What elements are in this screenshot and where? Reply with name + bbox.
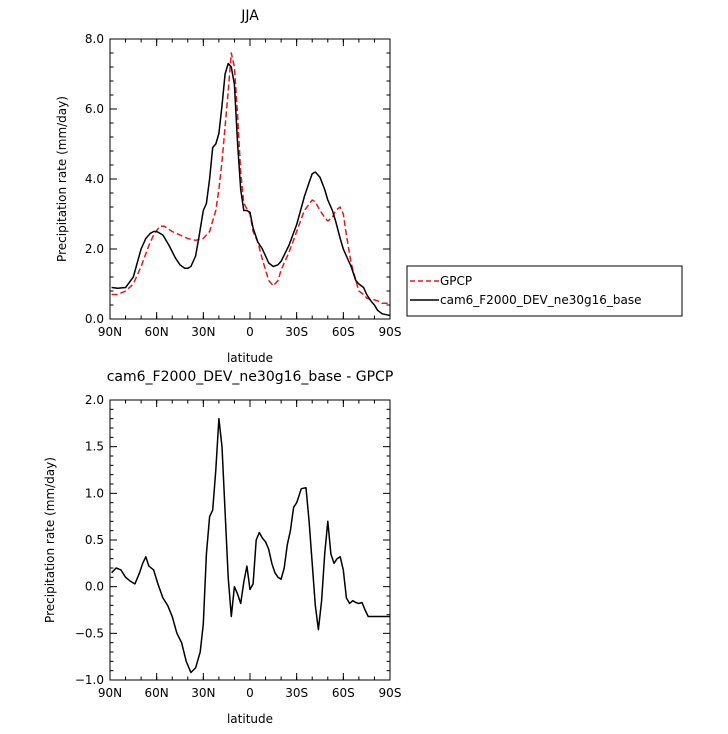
top-y-tick-label: 4.0	[85, 172, 104, 186]
bottom-y-tick-label: 0.5	[85, 533, 104, 547]
top-chart-title: JJA	[240, 8, 259, 24]
bottom-x-tick-label: 90N	[98, 686, 122, 700]
bottom-series	[111, 417, 390, 674]
top-chart: JJA 90N 60N 30N 0 30S 60S 90S 0.0 2.0 4.0 6.0 8.0 l…	[55, 8, 683, 365]
bottom-y-tick-label: 0.0	[85, 580, 104, 594]
bottom-x-tick-label: 30N	[191, 686, 215, 700]
top-plot-frame	[109, 38, 391, 320]
top-x-tick-label: 30S	[285, 325, 308, 339]
top-y-tick-label: 2.0	[85, 242, 104, 256]
bottom-series-line-0	[111, 417, 390, 674]
top-y-tick-label: 8.0	[85, 32, 104, 46]
legend-label-model: cam6_F2000_DEV_ne30g16_base	[440, 293, 642, 307]
top-x-tick-label: 90S	[379, 325, 402, 339]
bottom-chart-title: cam6_F2000_DEV_ne30g16_base - GPCP	[107, 369, 394, 385]
bottom-chart: cam6_F2000_DEV_ne30g16_base - GPCP 90N 60…	[43, 369, 401, 726]
top-y-axis-label: Precipitation rate (mm/day)	[55, 96, 69, 262]
bottom-x-tick-label: 60S	[332, 686, 355, 700]
bottom-y-tick-label: 2.0	[85, 393, 104, 407]
top-y-tick-label: 6.0	[85, 102, 104, 116]
bottom-x-tick-label: 30S	[285, 686, 308, 700]
top-series	[111, 52, 391, 317]
top-x-tick-label: 90N	[98, 325, 122, 339]
bottom-x-tick-label: 0	[246, 686, 254, 700]
bottom-x-tick-label: 90S	[379, 686, 402, 700]
bottom-y-axis-label: Precipitation rate (mm/day)	[43, 457, 57, 623]
bottom-plot-frame	[109, 399, 391, 681]
top-series-line-0	[111, 52, 391, 305]
bottom-y-tick-label: 1.0	[85, 486, 104, 500]
bottom-ticks: 90N 60N 30N 0 30S 60S 90S −1.0 −0.5 0.0 0.5 1.0 1.5 2…	[75, 393, 402, 700]
bottom-x-tick-label: 60N	[145, 686, 169, 700]
top-y-tick-label: 0.0	[85, 312, 104, 326]
bottom-y-tick-label: −0.5	[75, 626, 104, 640]
top-x-tick-label: 60N	[145, 325, 169, 339]
top-series-line-1	[111, 62, 391, 317]
top-x-tick-label: 0	[246, 325, 254, 339]
bottom-x-axis-label: latitude	[227, 712, 273, 726]
legend: GPCP cam6_F2000_DEV_ne30g16_base	[406, 265, 683, 317]
legend-label-gpcp: GPCP	[440, 274, 472, 288]
bottom-y-tick-label: −1.0	[75, 673, 104, 687]
top-x-axis-label: latitude	[227, 351, 273, 365]
bottom-y-tick-label: 1.5	[85, 440, 104, 454]
top-x-tick-label: 60S	[332, 325, 355, 339]
top-x-tick-label: 30N	[191, 325, 215, 339]
legend-box	[406, 265, 683, 317]
top-ticks: 90N 60N 30N 0 30S 60S 90S 0.0 2.0 4.0 6.0 8.0	[85, 32, 402, 339]
